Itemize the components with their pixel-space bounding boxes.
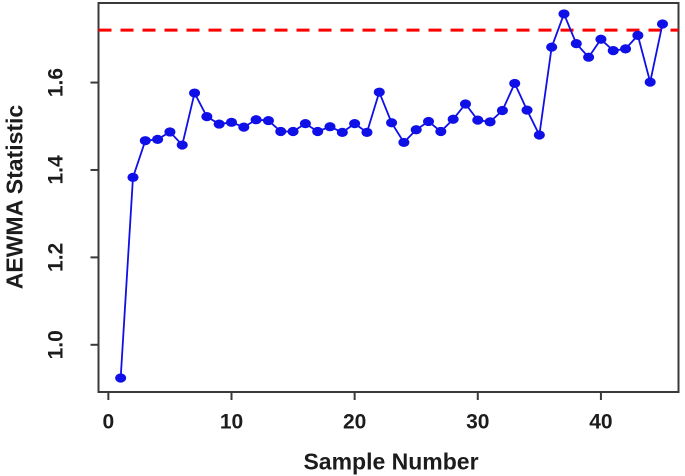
data-point — [607, 46, 619, 56]
data-point — [447, 114, 459, 124]
data-point — [509, 78, 521, 89]
data-point — [398, 137, 410, 148]
data-point — [435, 126, 447, 137]
data-point — [533, 130, 545, 140]
x-axis-title: Sample Number — [303, 448, 479, 475]
data-point — [336, 127, 348, 137]
data-point — [299, 119, 311, 129]
data-point — [287, 126, 299, 137]
data-point — [410, 125, 422, 135]
data-point — [632, 30, 644, 40]
data-point — [238, 122, 250, 132]
x-tick-label: 30 — [466, 411, 489, 434]
x-tick-label: 10 — [220, 411, 243, 434]
x-tick-label: 40 — [589, 411, 612, 434]
data-point — [262, 115, 274, 126]
data-series-line — [119, 13, 664, 379]
data-point — [361, 127, 373, 137]
data-point — [570, 39, 582, 49]
data-point — [324, 122, 336, 132]
data-point — [620, 44, 632, 54]
data-point — [459, 99, 471, 109]
data-point — [373, 87, 385, 97]
x-tick-label: 0 — [103, 411, 115, 434]
data-point — [312, 126, 324, 137]
data-point — [127, 172, 139, 182]
data-point — [521, 105, 533, 115]
data-point — [386, 118, 398, 128]
data-point — [152, 134, 164, 144]
data-point — [189, 88, 201, 98]
plot-border — [97, 2, 680, 393]
data-point — [595, 34, 607, 44]
y-tick-label: 1.6 — [45, 68, 68, 97]
data-point — [644, 77, 656, 87]
data-point — [558, 9, 570, 19]
data-point — [583, 52, 595, 62]
data-point — [656, 19, 668, 29]
data-point — [225, 117, 237, 127]
data-point — [250, 115, 262, 125]
data-point — [546, 42, 558, 52]
data-point — [349, 119, 361, 129]
data-point — [496, 105, 508, 116]
data-point — [115, 373, 127, 383]
data-point — [139, 136, 151, 146]
data-point — [164, 127, 176, 137]
y-tick-label: 1.0 — [45, 330, 68, 359]
data-point — [275, 126, 287, 137]
y-tick-label: 1.4 — [45, 155, 68, 185]
data-point — [176, 140, 188, 150]
data-point — [423, 116, 435, 127]
data-point — [484, 117, 496, 127]
data-point — [201, 112, 213, 122]
data-point — [472, 115, 484, 125]
x-tick-label: 20 — [343, 411, 366, 434]
y-tick-label: 1.2 — [45, 243, 68, 272]
data-point — [213, 119, 225, 129]
